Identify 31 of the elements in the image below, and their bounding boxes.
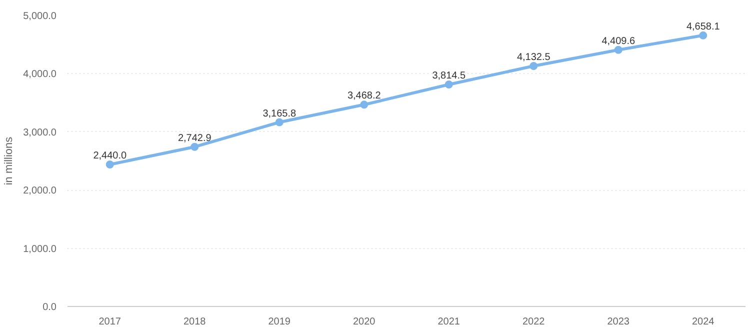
point (530, 62, 538, 70)
point (360, 100, 368, 109)
y-tick-label: 5,000.0 (23, 11, 57, 22)
x-tick-label: 2019 (268, 316, 291, 327)
point (614, 46, 622, 54)
text: 4,132.5 (516, 52, 550, 63)
y-tick-label: 0.0 (42, 302, 57, 313)
point (275, 118, 284, 126)
text: 2,742.9 (178, 132, 212, 144)
x-tick-label: 2024 (692, 316, 715, 327)
point (106, 160, 114, 168)
point (699, 31, 708, 40)
text: 3,468.2 (347, 90, 381, 102)
point (190, 142, 199, 151)
y-axis-title: in millions (3, 136, 16, 186)
text: 4,658.1 (686, 21, 720, 32)
x-tick-label: 2021 (438, 316, 460, 327)
text: 3,165.8 (262, 108, 296, 120)
text: 2,440.0 (93, 150, 127, 162)
point (444, 80, 453, 88)
text: 3,814.5 (432, 70, 466, 82)
x-tick-label: 2017 (98, 316, 122, 327)
x-tick-label: 2023 (607, 316, 630, 327)
x-tick-label: 2022 (522, 316, 546, 327)
x-tick-label: 2018 (184, 316, 206, 327)
y-tick-label: 3,000.0 (23, 127, 57, 138)
y-tick-label: 4,000.0 (23, 69, 57, 80)
x-tick-label: 2020 (353, 316, 376, 327)
text: 4,409.6 (602, 36, 636, 47)
y-tick-label: 2,000.0 (23, 186, 57, 197)
y-tick-label: 1,000.0 (23, 244, 57, 255)
